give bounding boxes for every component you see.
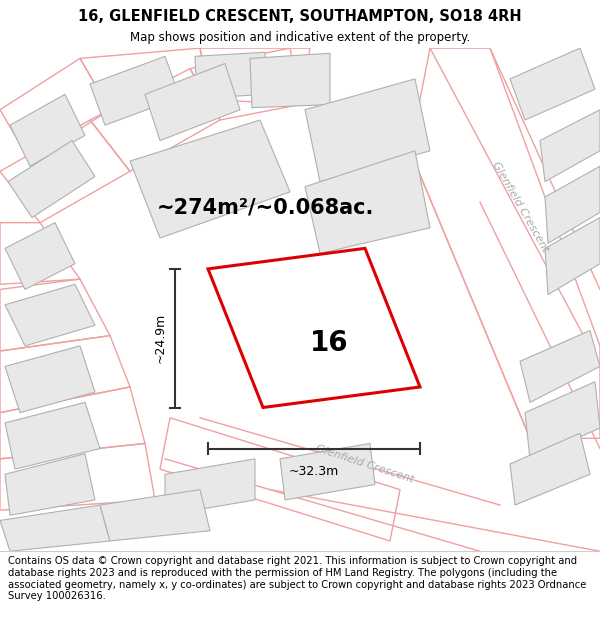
Text: Glenfield Crescent: Glenfield Crescent <box>314 443 415 484</box>
Polygon shape <box>280 444 375 500</box>
Text: Contains OS data © Crown copyright and database right 2021. This information is : Contains OS data © Crown copyright and d… <box>8 556 586 601</box>
Polygon shape <box>130 120 290 238</box>
Polygon shape <box>305 79 430 182</box>
Text: 16: 16 <box>310 329 349 357</box>
Polygon shape <box>5 402 100 469</box>
Polygon shape <box>8 141 95 218</box>
Polygon shape <box>250 53 330 108</box>
Polygon shape <box>5 284 95 346</box>
Text: 16, GLENFIELD CRESCENT, SOUTHAMPTON, SO18 4RH: 16, GLENFIELD CRESCENT, SOUTHAMPTON, SO1… <box>78 9 522 24</box>
Polygon shape <box>90 56 180 125</box>
Polygon shape <box>195 52 265 98</box>
Polygon shape <box>545 166 600 243</box>
Polygon shape <box>5 346 95 413</box>
Text: Map shows position and indicative extent of the property.: Map shows position and indicative extent… <box>130 31 470 44</box>
Polygon shape <box>10 94 85 166</box>
Polygon shape <box>510 48 595 120</box>
Polygon shape <box>410 48 600 438</box>
Polygon shape <box>145 64 240 141</box>
Text: ~274m²/~0.068ac.: ~274m²/~0.068ac. <box>157 198 374 217</box>
Polygon shape <box>510 433 590 505</box>
Polygon shape <box>208 248 420 408</box>
Text: ~24.9m: ~24.9m <box>154 313 167 363</box>
Polygon shape <box>545 217 600 294</box>
Polygon shape <box>540 110 600 182</box>
Polygon shape <box>5 454 95 516</box>
Polygon shape <box>520 331 600 402</box>
Polygon shape <box>525 382 600 459</box>
Text: Glenfield Crescent: Glenfield Crescent <box>490 161 550 254</box>
Polygon shape <box>100 489 210 541</box>
Polygon shape <box>5 222 75 289</box>
Polygon shape <box>305 151 430 254</box>
Text: ~32.3m: ~32.3m <box>289 465 339 478</box>
Polygon shape <box>165 459 255 516</box>
Polygon shape <box>0 505 110 551</box>
